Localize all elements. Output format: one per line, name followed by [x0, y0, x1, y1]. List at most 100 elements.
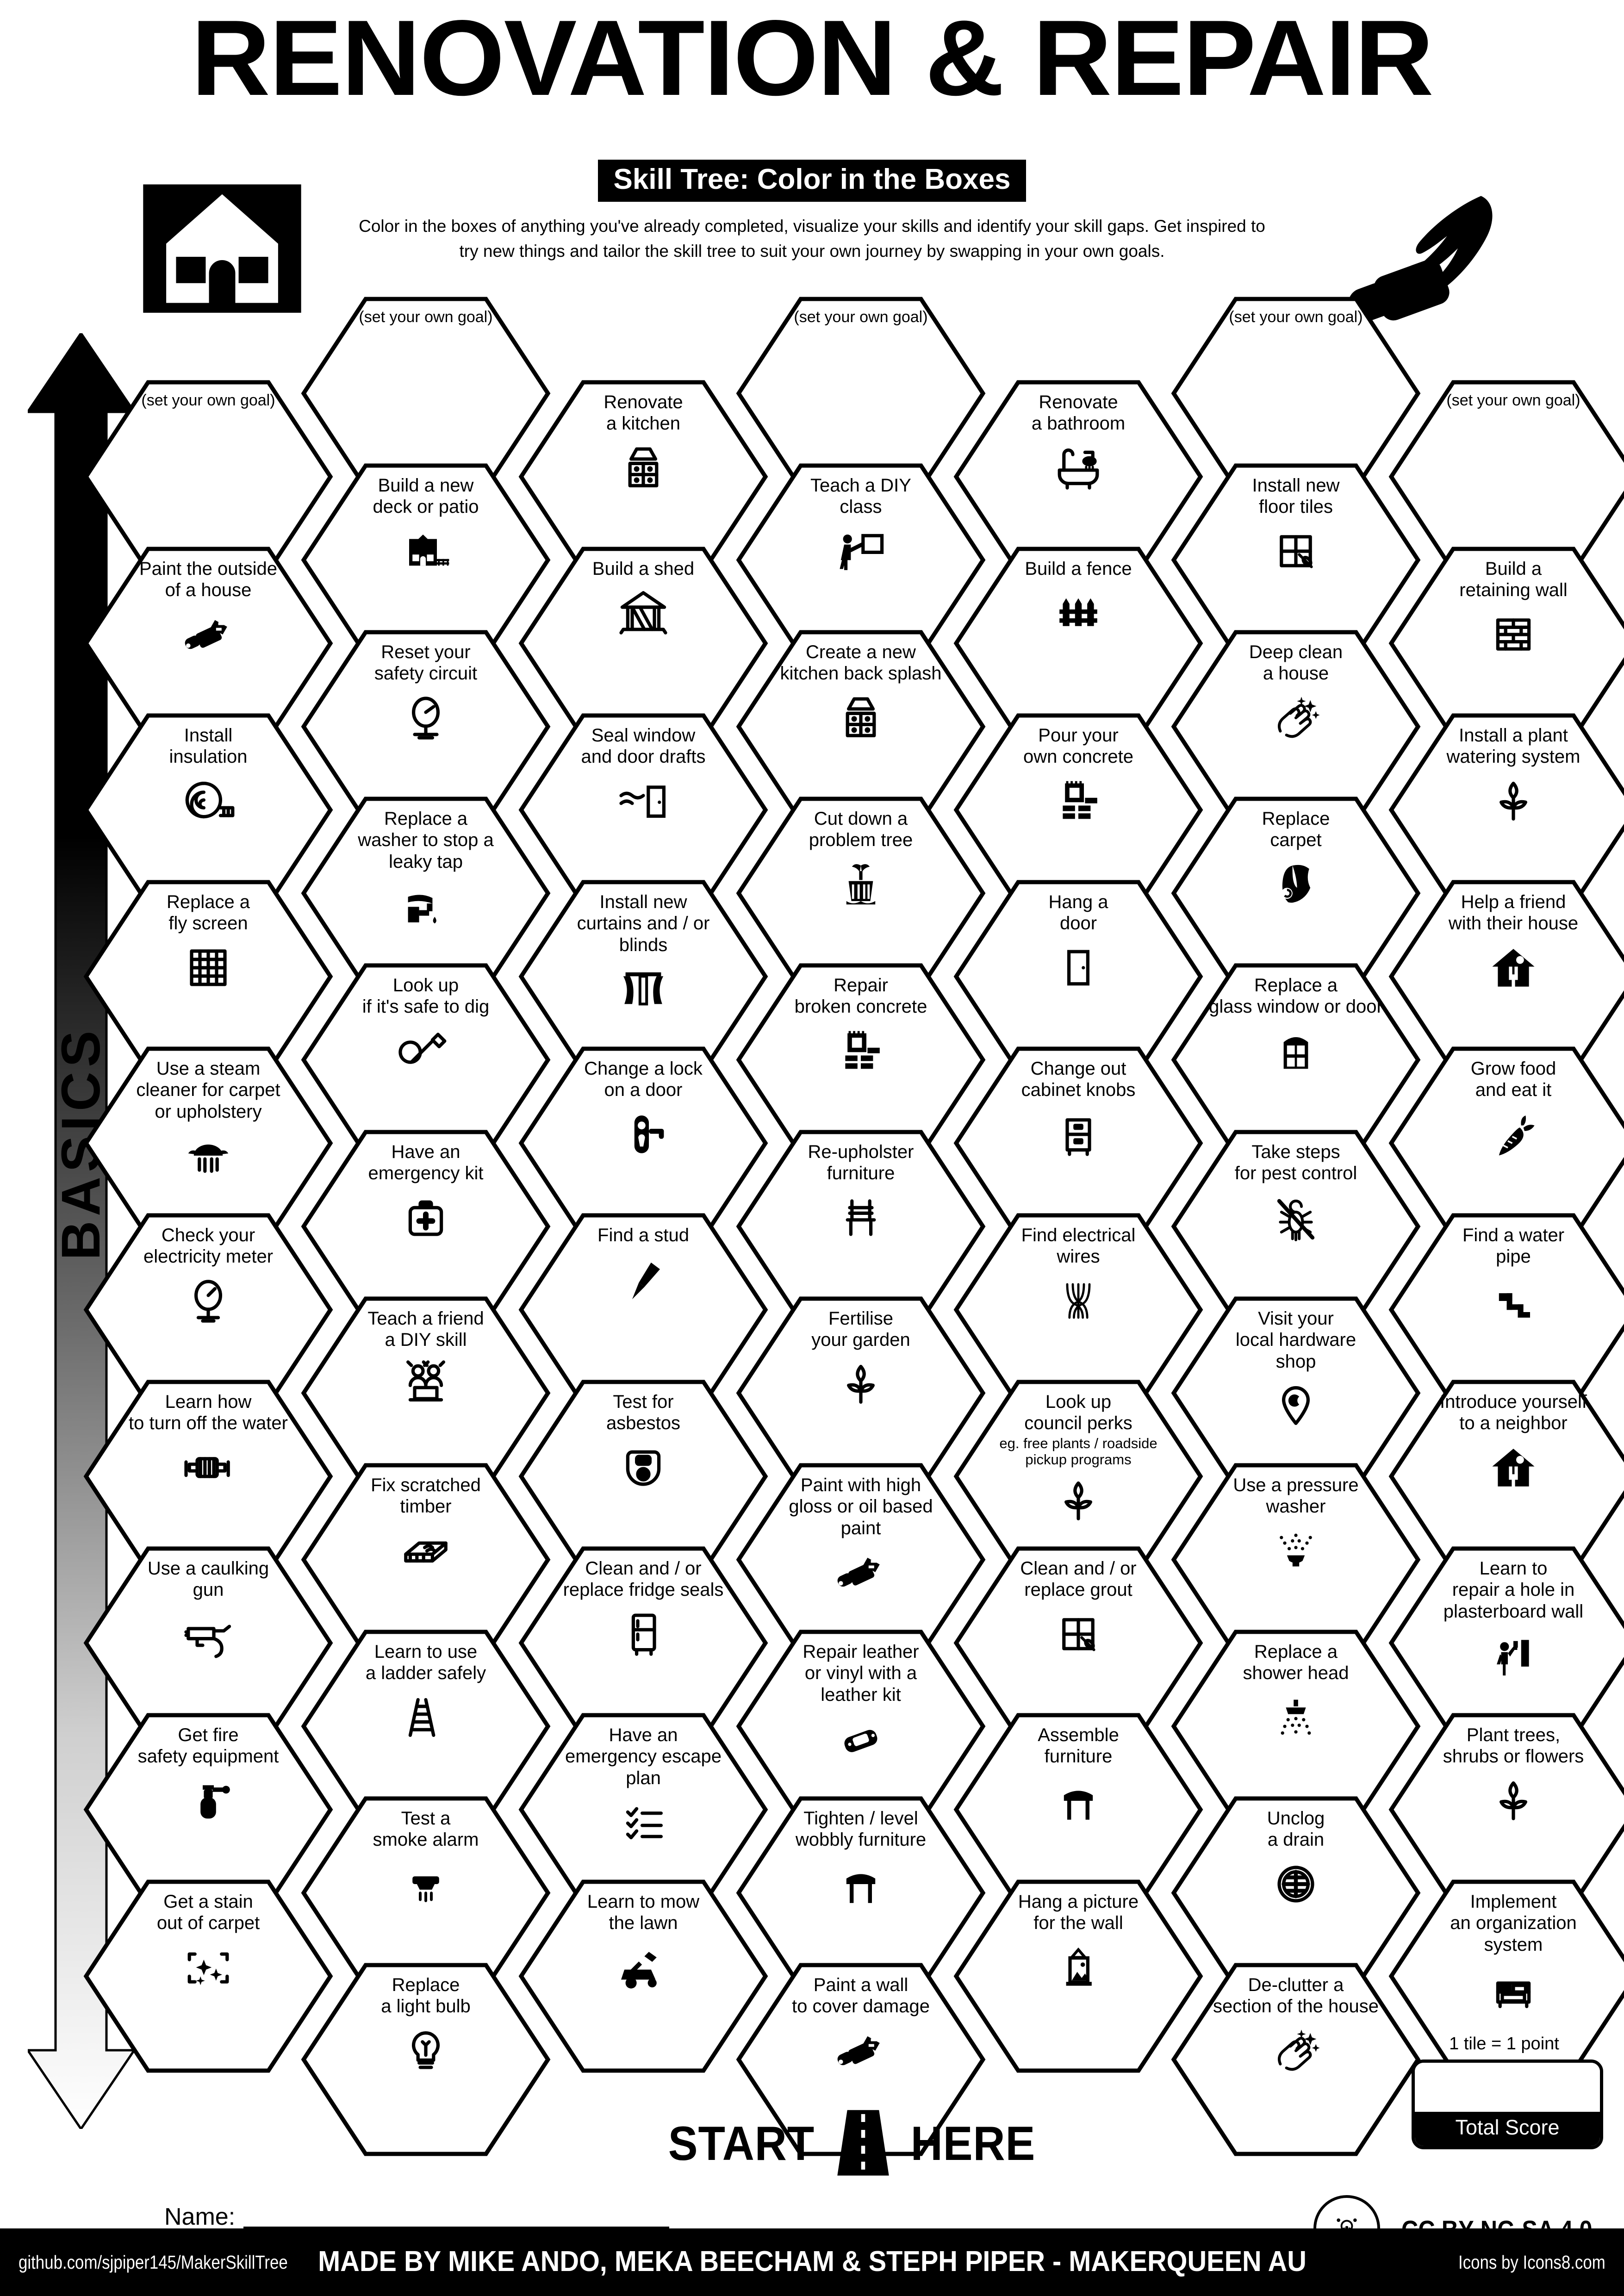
skill-tile[interactable]: Deep clean a house: [1171, 629, 1421, 824]
skill-tile[interactable]: Pour your own concrete: [953, 713, 1203, 907]
door-icon: [1051, 940, 1106, 996]
skill-tile-label: Replace a light bulb: [381, 1975, 471, 2017]
skill-tile-content: Install a plant watering system: [1415, 725, 1612, 898]
skill-tile[interactable]: Get fire safety equipment: [83, 1712, 333, 1907]
skill-tile[interactable]: Have an emergency escape plan: [518, 1712, 768, 1907]
skill-tile-label: Build a shed: [592, 559, 695, 579]
difficulty-axis-arrow: ADVANCED BASICS: [25, 0, 137, 2131]
skill-tile[interactable]: Use a caulking gun: [83, 1546, 333, 1740]
skill-tile-content: Fix scratched timber: [328, 1475, 524, 1648]
score-box[interactable]: Total Score: [1412, 2060, 1603, 2149]
skill-tile[interactable]: Have an emergency kit: [301, 1129, 551, 1324]
name-field[interactable]: Name:: [164, 2203, 670, 2231]
skill-tile-content: Replace a shower head: [1198, 1641, 1394, 1814]
skill-tile[interactable]: Re-upholster furniture: [736, 1129, 986, 1324]
skill-tile[interactable]: De-clutter a section of the house: [1171, 1962, 1421, 2157]
skill-tile-content: Introduce yourself to a neighbor: [1415, 1391, 1612, 1564]
skill-tile[interactable]: (set your own goal): [1171, 296, 1421, 491]
skill-tile[interactable]: Hang a door: [953, 879, 1203, 1074]
skill-tile[interactable]: Replace a light bulb: [301, 1962, 551, 2157]
two-people-laptop-icon: [398, 1356, 454, 1412]
skill-tile[interactable]: Install new floor tiles: [1171, 463, 1421, 657]
skill-tile[interactable]: Replace a shower head: [1171, 1629, 1421, 1823]
skill-tile[interactable]: Change a lock on a door: [518, 1046, 768, 1240]
skill-tile[interactable]: Unclog a drain: [1171, 1796, 1421, 1990]
skill-tile-label: Paint a wall to cover damage: [792, 1975, 930, 2017]
skill-tile-label: Use a steam cleaner for carpet or uphols…: [136, 1058, 280, 1122]
skill-tile[interactable]: Change out cabinet knobs: [953, 1046, 1203, 1240]
teacher-whiteboard-icon: [833, 523, 889, 579]
skill-tile[interactable]: Build a retaining wall: [1388, 546, 1624, 740]
skill-tile[interactable]: Learn to use a ladder safely: [301, 1629, 551, 1823]
skill-tile[interactable]: Learn to mow the lawn: [518, 1879, 768, 2073]
skill-tile[interactable]: Tighten / level wobbly furniture: [736, 1796, 986, 1990]
skill-tile-label: Learn to mow the lawn: [587, 1892, 700, 1934]
skill-tile[interactable]: Check your electricity meter: [83, 1213, 333, 1407]
skill-tile[interactable]: Implement an organization system: [1388, 1879, 1624, 2073]
skill-tile[interactable]: Teach a friend a DIY skill: [301, 1296, 551, 1490]
pipe-icon: [1486, 1273, 1541, 1329]
skill-tile[interactable]: Use a pressure washer: [1171, 1462, 1421, 1657]
footer-bar: github.com/sjpiper145/MakerSkillTree MAD…: [0, 2228, 1624, 2296]
skill-tile[interactable]: Install a plant watering system: [1388, 713, 1624, 907]
skill-tile[interactable]: Create a new kitchen back splash: [736, 629, 986, 824]
skill-tile[interactable]: Use a steam cleaner for carpet or uphols…: [83, 1046, 333, 1240]
skill-tile[interactable]: Build a fence: [953, 546, 1203, 740]
skill-tile[interactable]: (set your own goal): [736, 296, 986, 491]
skill-tile[interactable]: Teach a DIY class: [736, 463, 986, 657]
skill-tile[interactable]: Renovate a bathroom: [953, 380, 1203, 574]
skill-tile-label: Find electrical wires: [1021, 1225, 1136, 1267]
skill-tile[interactable]: Seal window and door drafts: [518, 713, 768, 907]
skill-tile[interactable]: Fix scratched timber: [301, 1462, 551, 1657]
skill-tile[interactable]: Find electrical wires: [953, 1213, 1203, 1407]
skill-tile[interactable]: (set your own goal): [301, 296, 551, 491]
skill-tile[interactable]: Repair leather or vinyl with a leather k…: [736, 1629, 986, 1823]
skill-tile[interactable]: (set your own goal): [83, 380, 333, 574]
skill-tile[interactable]: Reset your safety circuit: [301, 629, 551, 824]
skill-tile[interactable]: Replace a washer to stop a leaky tap: [301, 796, 551, 990]
skill-tile[interactable]: Introduce yourself to a neighbor: [1388, 1379, 1624, 1574]
skill-tile[interactable]: Repair broken concrete: [736, 963, 986, 1157]
skill-tile[interactable]: Help a friend with their house: [1388, 879, 1624, 1074]
skill-tile[interactable]: Grow food and eat it: [1388, 1046, 1624, 1240]
skill-tile[interactable]: Fertilise your garden: [736, 1296, 986, 1490]
skill-tile-content: Replace a washer to stop a leaky tap: [328, 808, 524, 981]
skill-tile[interactable]: Test for asbestos: [518, 1379, 768, 1574]
skill-tile[interactable]: Replace carpet: [1171, 796, 1421, 990]
skill-tile[interactable]: Look up council perks eg. free plants / r…: [953, 1379, 1203, 1574]
skill-tile[interactable]: Build a new deck or patio: [301, 463, 551, 657]
skill-tile[interactable]: Paint the outside of a house: [83, 546, 333, 740]
skill-tile[interactable]: Renovate a kitchen: [518, 380, 768, 574]
skill-tile[interactable]: Plant trees, shrubs or flowers: [1388, 1712, 1624, 1907]
skill-tile[interactable]: Cut down a problem tree: [736, 796, 986, 990]
skill-tile[interactable]: Paint a wall to cover damage: [736, 1962, 986, 2157]
skill-tile-content: Fertilise your garden: [763, 1308, 959, 1481]
skill-tile[interactable]: Learn how to turn off the water: [83, 1379, 333, 1574]
skill-tile[interactable]: Clean and / or replace fridge seals: [518, 1546, 768, 1740]
skill-tile-label: Install new curtains and / or blinds: [577, 892, 710, 955]
skill-tile[interactable]: Visit your local hardware shop: [1171, 1296, 1421, 1490]
icons-credit[interactable]: Icons by Icons8.com: [1458, 2252, 1605, 2273]
skill-tile[interactable]: Find a stud: [518, 1213, 768, 1407]
skill-tile[interactable]: Assemble furniture: [953, 1712, 1203, 1907]
skill-tile[interactable]: Find a water pipe: [1388, 1213, 1624, 1407]
skill-tile[interactable]: Clean and / or replace grout: [953, 1546, 1203, 1740]
skill-tile[interactable]: Take steps for pest control: [1171, 1129, 1421, 1324]
skill-tile[interactable]: Install insulation: [83, 713, 333, 907]
skill-tile[interactable]: Look up if it's safe to dig: [301, 963, 551, 1157]
skill-tile[interactable]: Replace a fly screen: [83, 879, 333, 1074]
skill-tile[interactable]: Paint with high gloss or oil based paint: [736, 1462, 986, 1657]
skill-tile[interactable]: (set your own goal): [1388, 380, 1624, 574]
score-input[interactable]: [1415, 2063, 1600, 2112]
skill-tile[interactable]: Learn to repair a hole in plasterboard w…: [1388, 1546, 1624, 1740]
skill-tile[interactable]: Replace a glass window or door: [1171, 963, 1421, 1157]
github-link[interactable]: github.com/sjpiper145/MakerSkillTree: [19, 2252, 288, 2273]
skill-tile-label: Fix scratched timber: [371, 1475, 481, 1517]
skill-tile-label: Renovate a bathroom: [1031, 392, 1126, 434]
skill-tile[interactable]: Install new curtains and / or blinds: [518, 879, 768, 1074]
skill-tile[interactable]: Get a stain out of carpet: [83, 1879, 333, 2073]
skill-tile[interactable]: Test a smoke alarm: [301, 1796, 551, 1990]
skill-tile-label: Get a stain out of carpet: [156, 1892, 260, 1934]
skill-tile[interactable]: Build a shed: [518, 546, 768, 740]
skill-tile[interactable]: Hang a picture for the wall: [953, 1879, 1203, 2073]
